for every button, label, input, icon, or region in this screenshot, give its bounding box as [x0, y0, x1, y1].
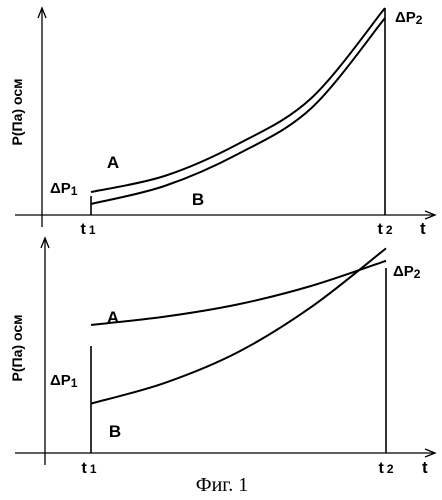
y-axis-label: P(Па) осм [9, 315, 25, 382]
series-b-curve [91, 18, 385, 204]
delta-p1-label: ΔP1 [50, 372, 78, 390]
t2-tick-label: t2 [377, 221, 392, 238]
lower-chart: A B ΔP1 ΔP2 t1 t2 t P(Па) осм [9, 238, 435, 477]
t2-tick-label: t2 [378, 460, 393, 477]
t1-tick-label: t1 [81, 460, 96, 477]
series-a-label: A [107, 308, 119, 327]
series-b-curve [91, 248, 386, 403]
x-axis-label: t [422, 458, 428, 477]
x-axis-label: t [420, 219, 426, 238]
series-b-label: B [192, 190, 204, 209]
series-b-label: B [109, 422, 121, 441]
y-axis-label: P(Па) осм [9, 79, 25, 146]
delta-p2-label: ΔP2 [393, 263, 421, 281]
series-a-curve [91, 261, 386, 325]
t1-tick-label: t1 [80, 221, 95, 238]
figure-caption: Фиг. 1 [196, 474, 248, 496]
upper-chart: A B ΔP1 ΔP2 t1 t2 t P(Па) осм [9, 8, 435, 238]
delta-p1-label: ΔP1 [50, 180, 78, 198]
delta-p2-label: ΔP2 [395, 9, 423, 27]
series-a-label: A [107, 153, 119, 172]
series-a-curve [91, 8, 385, 192]
